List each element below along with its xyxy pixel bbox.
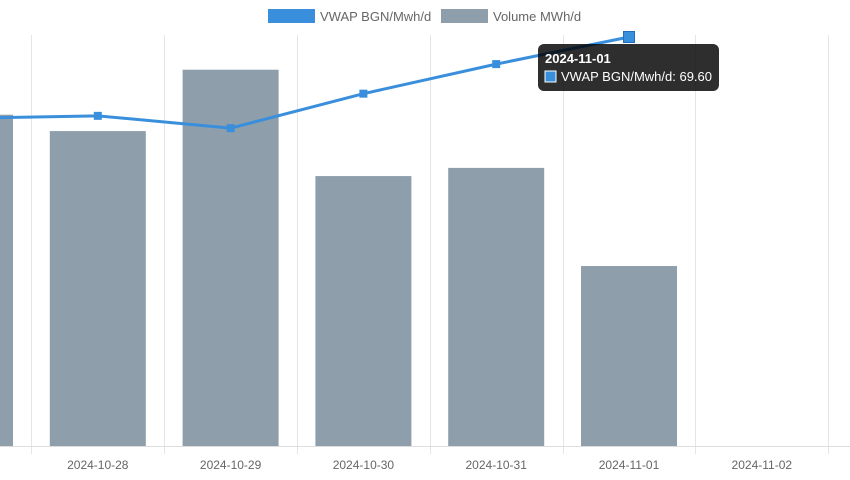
volume-bar[interactable] [315,176,412,446]
x-tick-label: 2024-10-29 [200,458,262,472]
x-axis-tick-labels: 2024-10-28 2024-10-29 2024-10-30 2024-10-31… [67,458,792,472]
volume-bar[interactable] [448,167,545,446]
tooltip-body: VWAP BGN/Mwh/d: 69.60 [561,69,712,84]
tooltip-color-swatch [544,70,557,83]
vwap-point[interactable] [93,111,102,120]
legend-label-vwap[interactable]: VWAP BGN/Mwh/d [320,9,431,24]
volume-bars [0,69,677,447]
legend-label-volume[interactable]: Volume MWh/d [493,9,581,24]
vwap-point[interactable] [226,124,235,133]
volume-bar[interactable] [49,131,146,446]
legend-swatch-volume[interactable] [441,9,488,23]
vwap-point[interactable] [623,31,635,43]
x-tick-label: 2024-10-31 [466,458,528,472]
vwap-point[interactable] [492,60,501,69]
volume-bar[interactable] [0,114,13,447]
volume-bar[interactable] [182,69,279,446]
grid [0,35,850,454]
x-tick-label: 2024-10-28 [67,458,129,472]
legend-swatch-vwap[interactable] [268,9,315,23]
x-tick-label: 2024-10-30 [333,458,395,472]
tooltip-background [538,44,719,91]
x-tick-label: 2024-11-02 [732,458,793,472]
x-tick-label: 2024-11-01 [599,458,660,472]
vwap-line-path [0,35,630,130]
vwap-point[interactable] [359,89,368,98]
vwap-line [0,31,635,133]
volume-bar[interactable] [581,266,677,446]
legend: VWAP BGN/Mwh/d Volume MWh/d [268,9,581,24]
tooltip: 2024-11-01 VWAP BGN/Mwh/d: 69.60 [538,44,719,91]
tooltip-title: 2024-11-01 [545,51,611,66]
